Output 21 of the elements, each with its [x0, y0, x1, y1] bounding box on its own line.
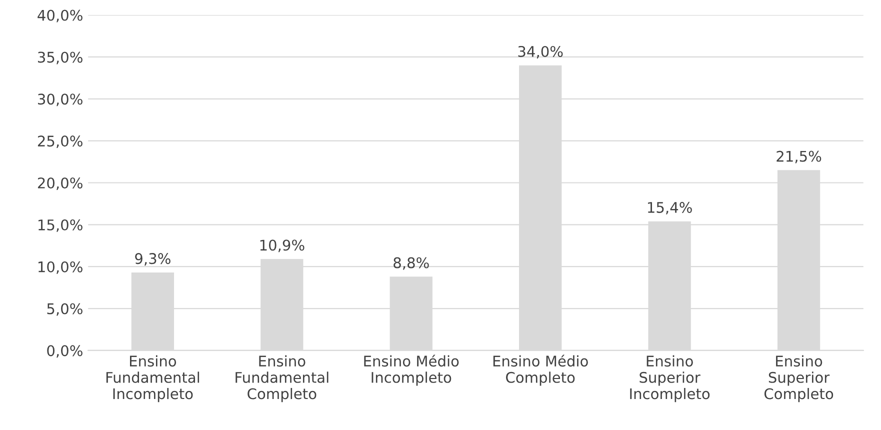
x-tick-label: Ensino Superior Incompleto [630, 355, 710, 402]
y-tick-label: 20,0% [38, 177, 82, 190]
data-label: 34,0% [518, 46, 563, 58]
data-label: 15,4% [648, 202, 692, 214]
y-tick-label: 35,0% [38, 52, 82, 64]
x-tick-label: Ensino Fundamental Completo [236, 355, 328, 402]
y-tick-label: 15,0% [38, 219, 82, 232]
y-tick-label: 30,0% [38, 94, 82, 106]
x-tick-label: Ensino Médio Completo [493, 354, 588, 386]
data-label: 10,9% [260, 240, 304, 252]
y-tick-label: 40,0% [38, 10, 82, 22]
data-label: 8,8% [394, 257, 429, 270]
y-tick-label: 5,0% [47, 303, 82, 316]
x-tick-label: Ensino Fundamental Incompleto [106, 355, 200, 402]
data-label: 21,5% [776, 150, 822, 164]
x-tick-label: Ensino Superior Completo [764, 355, 834, 402]
x-tick-label: Ensino Médio Incompleto [364, 354, 459, 386]
y-tick-label: 25,0% [38, 136, 82, 148]
y-tick-label: 0,0% [47, 345, 82, 358]
y-tick-label: 10,0% [38, 261, 82, 274]
data-label: 9,3% [135, 253, 170, 266]
